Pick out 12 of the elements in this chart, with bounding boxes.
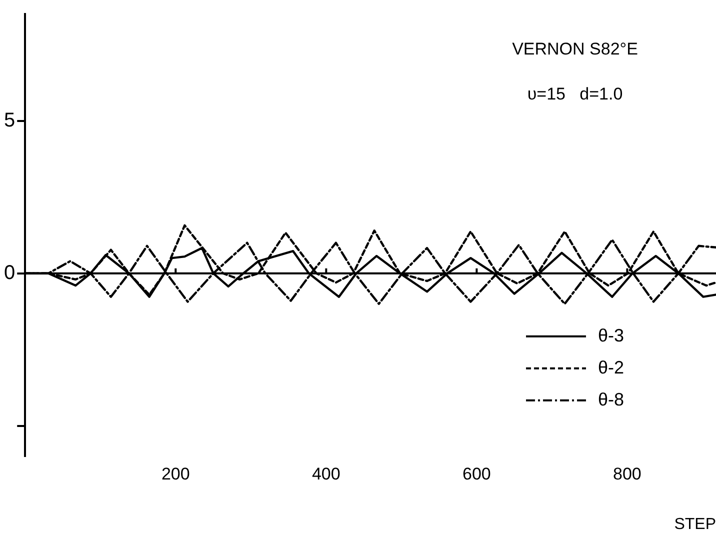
x-tick-label: 400 xyxy=(312,464,340,484)
y-tick-label: 0 xyxy=(4,262,16,284)
x-tick-label: 200 xyxy=(161,464,190,484)
annotation: υ=15 d=1.0 xyxy=(527,84,623,104)
x-tick-label: 600 xyxy=(462,464,491,484)
legend-label: θ-3 xyxy=(598,325,624,346)
annotation: VERNON S82°E xyxy=(512,40,638,59)
y-tick-label: 5 xyxy=(4,109,16,132)
legend-label: θ-2 xyxy=(598,357,624,378)
x-tick-label: 800 xyxy=(613,464,642,484)
x-axis-title: STEP xyxy=(674,516,716,533)
legend-label: θ-8 xyxy=(598,389,624,410)
